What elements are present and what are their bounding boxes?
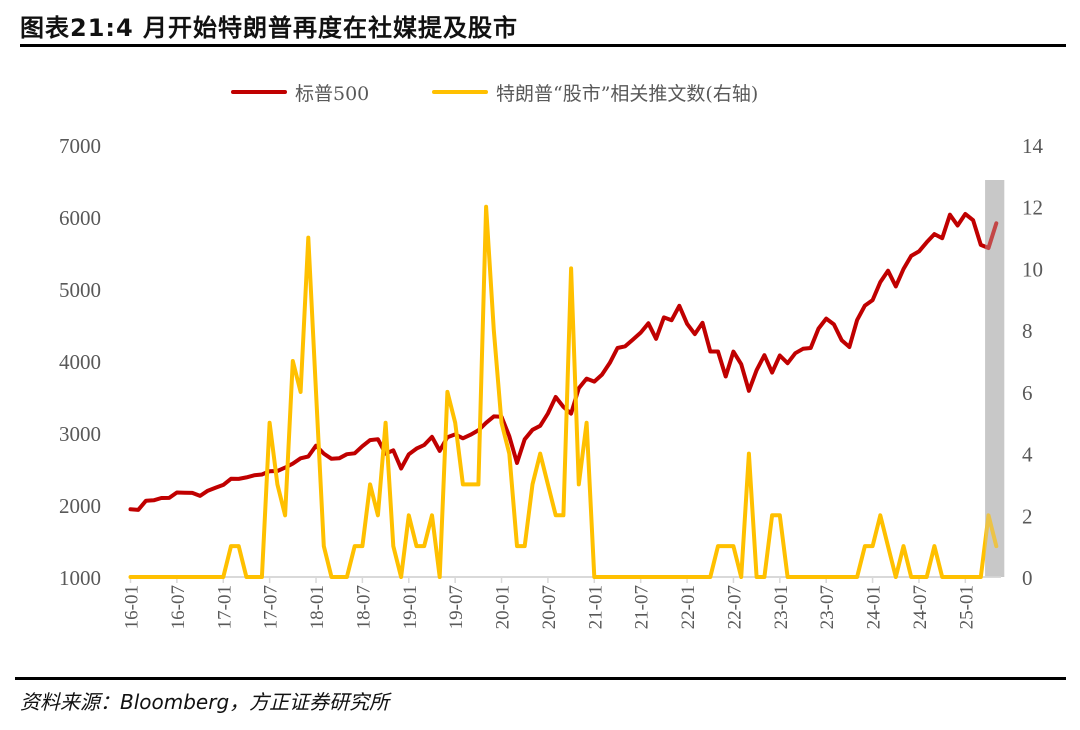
left-y-tick-label: 1000 <box>59 566 101 590</box>
right-y-tick-label: 12 <box>1022 196 1043 220</box>
x-tick-label: 24-01 <box>864 585 885 629</box>
legend-label-tweets: 特朗普“股市”相关推文数(右轴) <box>496 83 758 105</box>
x-tick-label: 17-01 <box>214 585 235 629</box>
legend: 标普500 特朗普“股市”相关推文数(右轴) <box>231 83 758 105</box>
right-y-tick-label: 4 <box>1022 443 1033 467</box>
x-tick-label: 17-07 <box>261 585 282 629</box>
left-y-tick-label: 5000 <box>59 278 101 302</box>
left-y-tick-label: 3000 <box>59 422 101 446</box>
left-y-tick-label: 4000 <box>59 350 101 374</box>
x-tick-label: 22-01 <box>678 585 699 629</box>
left-y-tick-label: 7000 <box>59 134 101 158</box>
x-tick-label: 21-01 <box>585 585 606 629</box>
source-note: 资料来源：Bloomberg，方正证券研究所 <box>20 690 390 714</box>
left-y-tick-label: 2000 <box>59 494 101 518</box>
x-tick-label: 18-07 <box>353 585 374 629</box>
x-tick-label: 22-07 <box>724 585 745 629</box>
left-y-tick-label: 6000 <box>59 206 101 230</box>
tweets-line <box>128 204 999 579</box>
title-divider <box>20 44 1066 47</box>
chart-title: 图表21:4 月开始特朗普再度在社媒提及股市 <box>20 14 519 42</box>
right-y-tick-label: 10 <box>1022 257 1043 281</box>
legend-label-sp500: 标普500 <box>295 83 369 105</box>
series-layer <box>128 180 1005 579</box>
highlight-band <box>985 180 1005 577</box>
axes: 16-01 16-07 17-01 17-07 18-01 18-07 19-01 19-07… <box>59 134 1044 629</box>
x-tick-label: 20-07 <box>539 585 560 629</box>
x-tick-label: 20-01 <box>493 585 514 629</box>
x-tick-label: 18-01 <box>307 585 328 629</box>
x-tick-label: 24-07 <box>910 585 931 629</box>
x-tick-label: 21-07 <box>632 585 653 629</box>
highlight-layer <box>985 180 1005 577</box>
x-tick-label: 16-07 <box>168 585 189 629</box>
right-y-tick-label: 6 <box>1022 381 1033 405</box>
x-tick-label: 23-07 <box>817 585 838 629</box>
x-tick-label: 16-01 <box>122 585 143 629</box>
source-divider <box>15 677 1066 680</box>
x-tick-label: 19-07 <box>446 585 467 629</box>
right-y-tick-label: 2 <box>1022 504 1033 528</box>
x-tick-label: 23-01 <box>771 585 792 629</box>
right-y-tick-label: 8 <box>1022 319 1033 343</box>
right-y-tick-label: 14 <box>1022 134 1044 158</box>
x-tick-label: 19-01 <box>400 585 421 629</box>
highlight-overlay <box>985 180 1005 577</box>
x-tick-label: 25-01 <box>956 585 977 629</box>
right-y-tick-label: 0 <box>1022 566 1033 590</box>
